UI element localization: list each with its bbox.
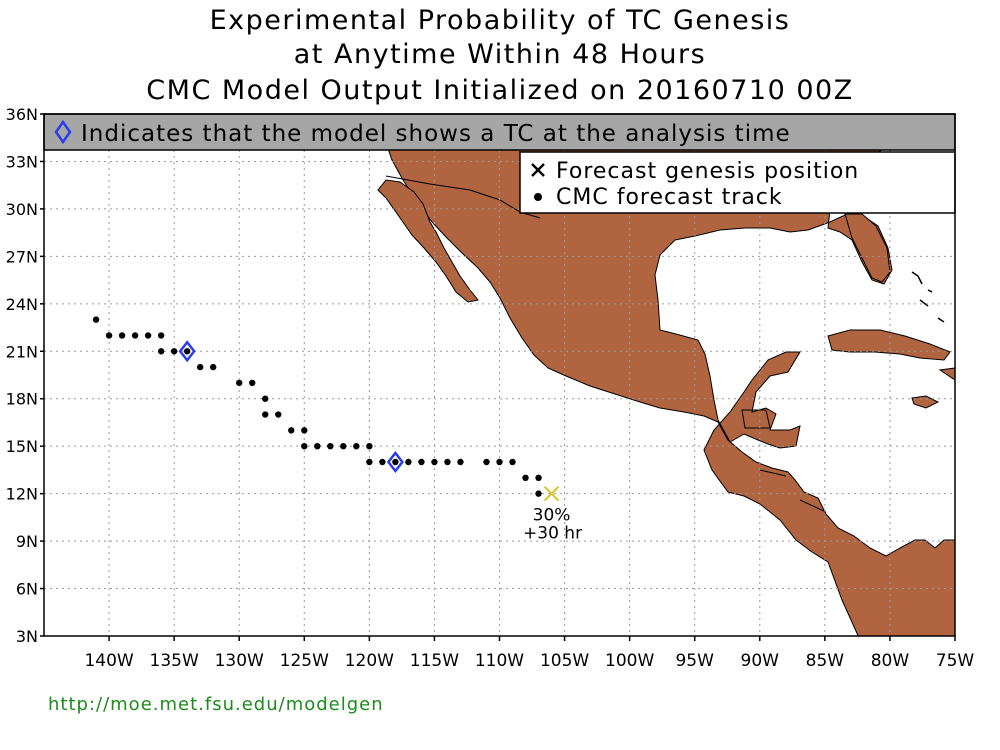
track-point bbox=[483, 458, 490, 466]
baja-peninsula bbox=[377, 179, 479, 303]
track-point bbox=[105, 332, 113, 339]
track-point bbox=[196, 363, 204, 371]
landmass-layer bbox=[377, 114, 955, 636]
track-point bbox=[379, 458, 386, 466]
track-point bbox=[157, 348, 165, 355]
track-point bbox=[144, 332, 152, 339]
lat-tick-label: 21N bbox=[6, 342, 38, 361]
track-point bbox=[366, 458, 373, 466]
lat-tick-label: 30N bbox=[6, 200, 38, 219]
cuba-island bbox=[827, 329, 951, 361]
analysis-banner bbox=[43, 113, 956, 151]
banner-diamond-icon bbox=[54, 119, 72, 145]
longitude-axis: 140W 135W 130W 125W 120W 115W 110W 105W 100W 95W 9… bbox=[84, 636, 974, 671]
legend-box bbox=[519, 151, 956, 214]
lon-tick-label: 135W bbox=[150, 651, 199, 671]
footer-url-link[interactable]: http://moe.met.fsu.edu/modelgen bbox=[48, 694, 384, 715]
genesis-probability-label: 30% bbox=[533, 506, 571, 526]
track-point bbox=[262, 395, 269, 402]
lat-tick-label: 18N bbox=[6, 390, 38, 409]
analysis-diamond-icon bbox=[386, 450, 404, 474]
genesis-x-stroke-2 bbox=[543, 485, 560, 502]
track-point bbox=[405, 458, 412, 466]
track-point bbox=[262, 411, 269, 418]
lon-tick-label: 110W bbox=[475, 651, 524, 671]
lat-tick-label: 36N bbox=[6, 105, 38, 124]
analysis-diamond-icon bbox=[178, 340, 196, 363]
lon-tick-label: 125W bbox=[280, 651, 329, 671]
map-figure: 30% +30 hr Indicates that the model show… bbox=[6, 105, 975, 671]
lon-tick-label: 75W bbox=[936, 651, 975, 671]
track-point bbox=[301, 442, 308, 450]
florida-peninsula bbox=[844, 213, 891, 283]
track-point bbox=[392, 458, 399, 466]
track-point bbox=[118, 332, 126, 339]
analysis-markers bbox=[178, 340, 404, 474]
lat-tick-label: 6N bbox=[16, 580, 38, 599]
gridlines bbox=[44, 114, 955, 636]
legend-genesis-label: Forecast genesis position bbox=[556, 159, 859, 184]
track-point bbox=[183, 348, 191, 355]
title-line-2: at Anytime Within 48 Hours bbox=[293, 39, 707, 70]
lon-tick-label: 80W bbox=[871, 651, 910, 671]
lon-tick-label: 95W bbox=[675, 651, 714, 671]
lat-tick-label: 3N bbox=[16, 627, 38, 646]
lat-tick-label: 33N bbox=[6, 152, 38, 171]
lon-tick-label: 90W bbox=[741, 651, 780, 671]
lon-tick-label: 130W bbox=[215, 651, 264, 671]
track-point bbox=[288, 427, 295, 434]
legend-x-icon bbox=[531, 163, 545, 177]
track-point bbox=[340, 442, 347, 450]
track-point bbox=[418, 458, 425, 466]
track-point bbox=[496, 458, 503, 466]
title-line-3: CMC Model Output Initialized on 20160710… bbox=[146, 75, 854, 106]
track-point bbox=[457, 458, 464, 466]
track-point bbox=[327, 442, 334, 450]
genesis-marker: 30% +30 hr bbox=[523, 485, 582, 544]
track-point bbox=[366, 442, 373, 450]
genesis-lead-time-label: +30 hr bbox=[523, 524, 582, 544]
lon-tick-label: 120W bbox=[345, 651, 394, 671]
forecast-tracks bbox=[92, 316, 542, 497]
lat-tick-label: 12N bbox=[6, 485, 38, 504]
legend-dot-icon bbox=[534, 193, 542, 201]
track-point bbox=[431, 458, 438, 466]
jamaica-island bbox=[911, 395, 940, 409]
track-point bbox=[535, 490, 542, 497]
track-point bbox=[522, 474, 529, 482]
latitude-axis: 3N 6N 9N 12N 15N 18N 21N 24N 27N 30N 33N 36N bbox=[6, 105, 44, 646]
hispaniola-island bbox=[938, 367, 955, 381]
track-point bbox=[92, 316, 100, 323]
track-point bbox=[157, 332, 165, 339]
title-line-1: Experimental Probability of TC Genesis bbox=[209, 5, 791, 36]
lon-tick-label: 140W bbox=[84, 651, 133, 671]
track-point bbox=[170, 348, 178, 355]
lon-tick-label: 100W bbox=[605, 651, 654, 671]
track-point bbox=[249, 379, 256, 387]
track-point bbox=[209, 363, 217, 371]
track-point bbox=[509, 458, 516, 466]
track-point bbox=[353, 442, 360, 450]
track-point bbox=[236, 379, 243, 387]
track-point bbox=[275, 411, 282, 418]
lon-tick-label: 85W bbox=[806, 651, 845, 671]
legend-track-label: CMC forecast track bbox=[556, 185, 783, 210]
lon-tick-label: 115W bbox=[410, 651, 459, 671]
track-point bbox=[535, 474, 542, 482]
bahamas-islands bbox=[911, 271, 945, 323]
track-point bbox=[314, 442, 321, 450]
lat-tick-label: 27N bbox=[6, 247, 38, 266]
lat-tick-label: 15N bbox=[6, 437, 38, 456]
lon-tick-label: 105W bbox=[540, 651, 589, 671]
lat-tick-label: 9N bbox=[16, 532, 38, 551]
track-point bbox=[131, 332, 139, 339]
track-point bbox=[444, 458, 451, 466]
banner-text: Indicates that the model shows a TC at t… bbox=[81, 121, 791, 147]
lat-tick-label: 24N bbox=[6, 295, 38, 314]
track-point bbox=[301, 427, 308, 434]
